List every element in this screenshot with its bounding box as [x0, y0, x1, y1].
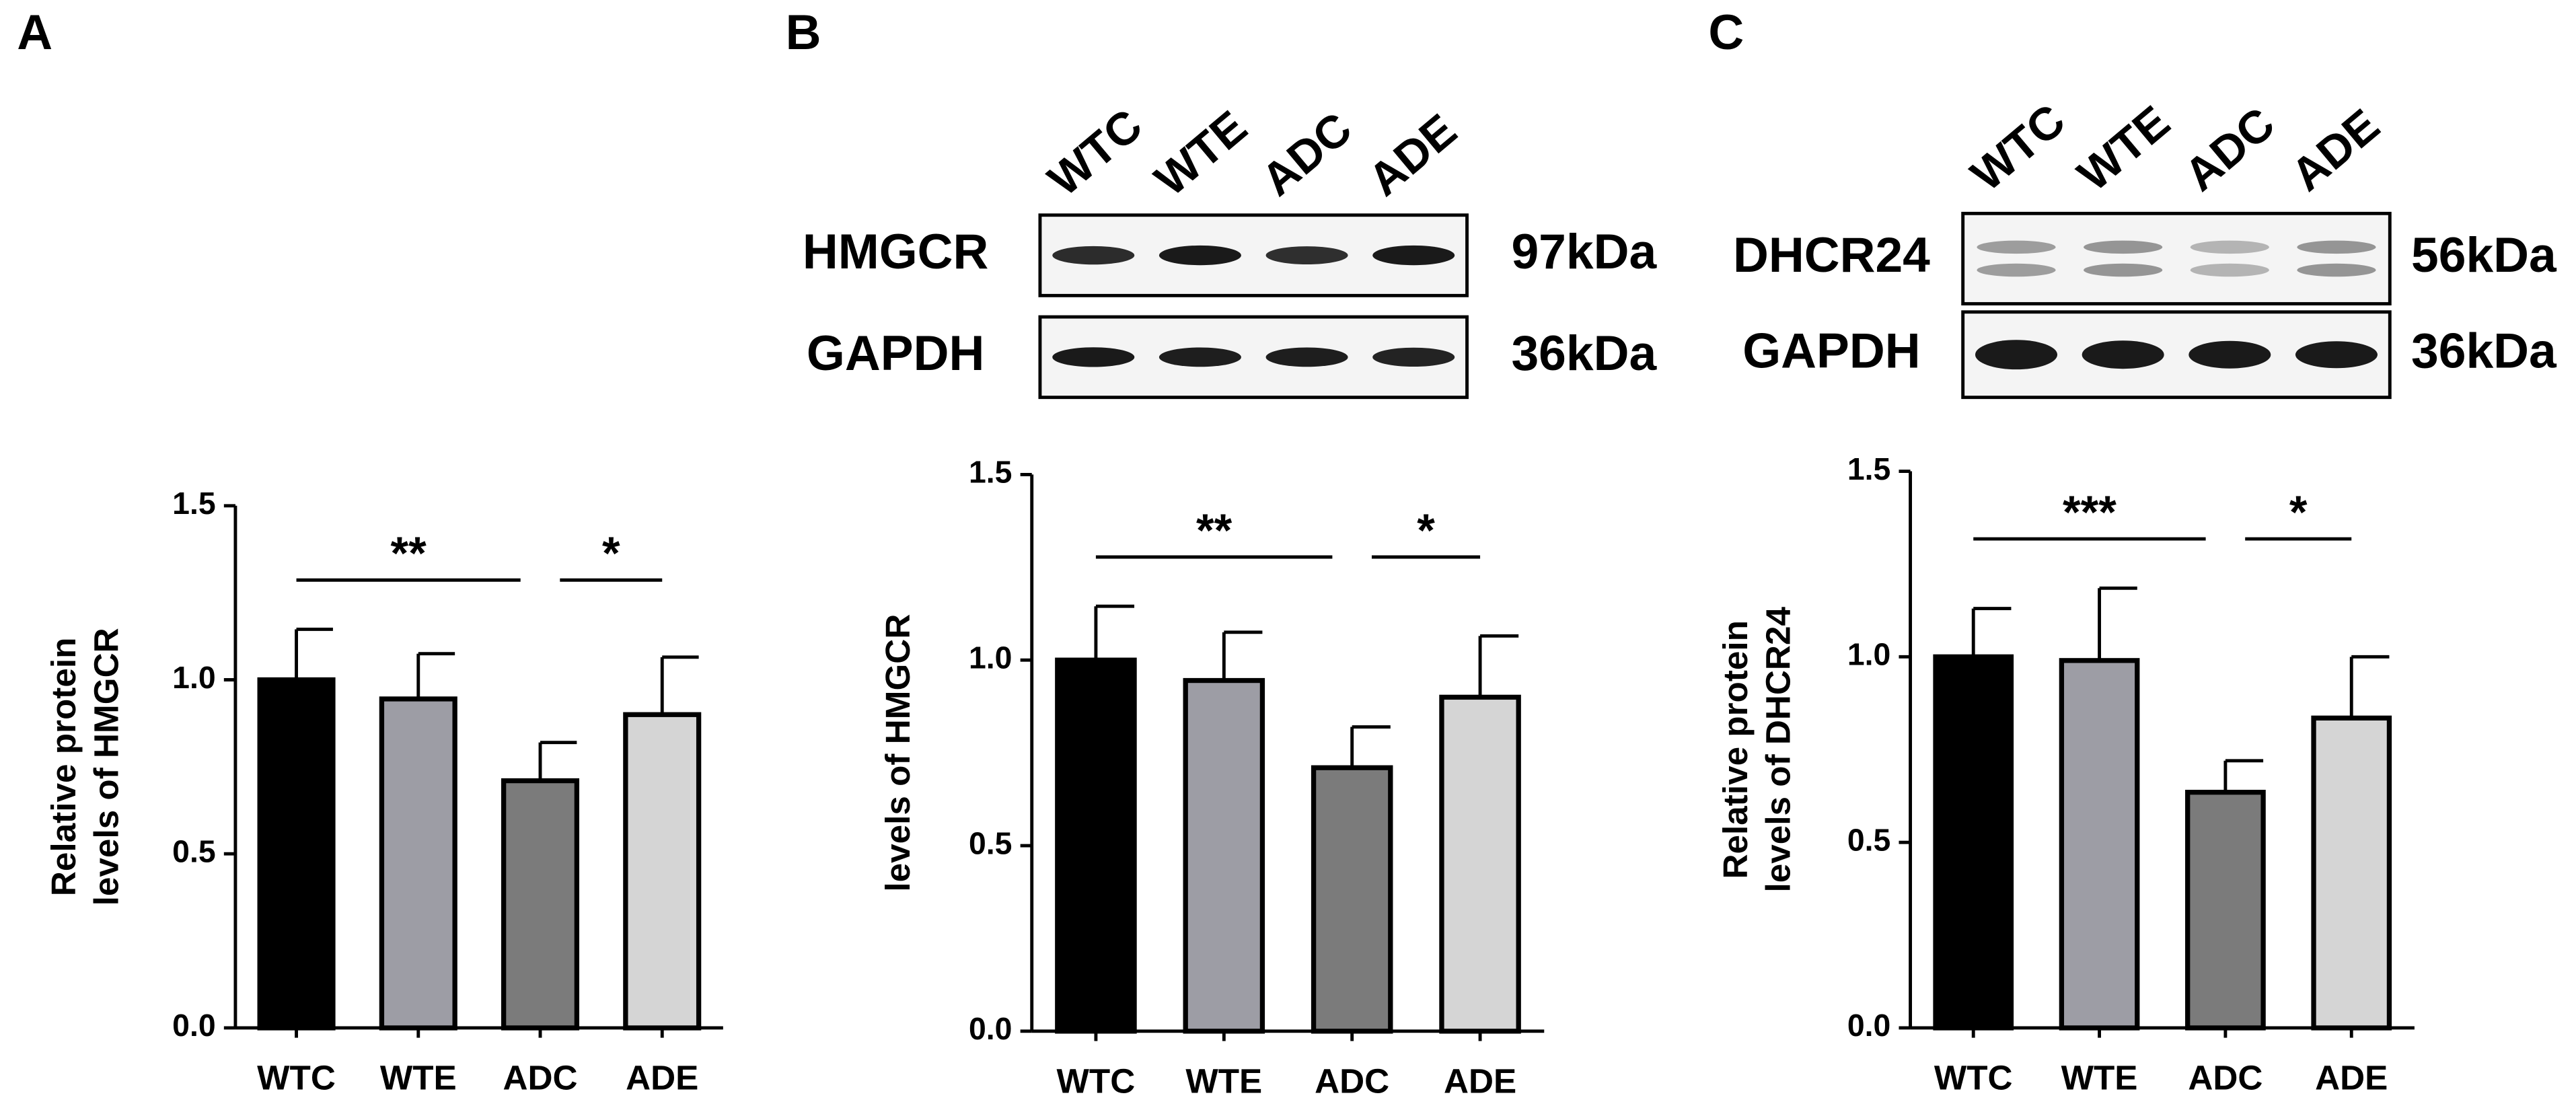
- panel-label: A: [17, 5, 52, 60]
- y-tick-label: 1.0: [1847, 637, 1890, 672]
- panel-label: B: [786, 5, 821, 60]
- bar: [1439, 694, 1521, 1034]
- significance-label: *: [602, 528, 620, 579]
- size-label: 36kDa: [1511, 326, 1657, 381]
- protein-label: DHCR24: [1733, 227, 1930, 283]
- y-tick-label: 0.0: [969, 1011, 1012, 1046]
- bar: [1055, 657, 1137, 1034]
- bar: [2185, 790, 2266, 1031]
- y-axis-label: Relative protein: [44, 638, 83, 896]
- size-label: 36kDa: [2411, 324, 2557, 379]
- protein-label: GAPDH: [1742, 324, 1920, 379]
- y-tick-label: 1.0: [172, 660, 215, 695]
- y-tick-label: 1.5: [969, 455, 1012, 490]
- bar: [1933, 654, 2014, 1031]
- blot-band: [2188, 340, 2271, 369]
- blot-band: [1372, 347, 1455, 367]
- bar: [501, 778, 580, 1031]
- blot-band: [1265, 347, 1348, 367]
- lane-label: ADC: [1252, 103, 1361, 206]
- x-tick-label: ADC: [503, 1059, 577, 1097]
- significance-label: *: [1417, 505, 1435, 556]
- bar: [1183, 677, 1265, 1034]
- blot-band: [1265, 246, 1348, 264]
- blot-band: [1975, 340, 2058, 370]
- x-tick-label: ADC: [1315, 1062, 1389, 1100]
- x-tick-label: WTE: [2061, 1059, 2138, 1097]
- lane-label: WTC: [1962, 94, 2075, 200]
- blot-band: [2190, 263, 2269, 277]
- bar: [2311, 715, 2392, 1031]
- blot-band: [1052, 347, 1135, 367]
- bar: [1311, 765, 1393, 1034]
- blot-band: [1052, 246, 1135, 265]
- y-axis-label: levels of DHCR24: [1759, 607, 1797, 893]
- lane-label: ADE: [1359, 104, 1466, 206]
- x-tick-label: WTC: [1934, 1059, 2013, 1097]
- bar: [2059, 658, 2140, 1031]
- x-tick-label: WTE: [1185, 1062, 1262, 1100]
- bar: [623, 712, 702, 1031]
- significance-label: **: [391, 528, 427, 579]
- y-tick-label: 1.5: [1847, 451, 1890, 486]
- lane-label: WTC: [1039, 100, 1152, 206]
- x-tick-label: WTC: [1057, 1062, 1136, 1100]
- size-label: 97kDa: [1511, 224, 1657, 279]
- x-tick-label: ADE: [626, 1059, 698, 1097]
- y-tick-label: 0.0: [1847, 1008, 1890, 1043]
- y-tick-label: 0.5: [172, 834, 215, 868]
- y-tick-label: 1.0: [969, 640, 1012, 675]
- size-label: 56kDa: [2411, 227, 2557, 283]
- lane-label: WTE: [2068, 96, 2179, 201]
- y-axis-label: levels of HMGCR: [879, 614, 917, 892]
- y-axis-label: levels of HMGCR: [87, 628, 126, 905]
- lane-label: ADE: [2282, 100, 2389, 201]
- blot-band: [2190, 240, 2269, 254]
- x-tick-label: WTC: [257, 1059, 336, 1097]
- blot-band: [1158, 347, 1241, 367]
- blot-band: [1977, 240, 2056, 254]
- protein-label: HMGCR: [803, 224, 989, 279]
- blot-band: [2295, 341, 2378, 369]
- y-axis-label: Relative protein: [1716, 620, 1755, 879]
- blot-band: [1372, 245, 1455, 266]
- x-tick-label: ADE: [2315, 1059, 2388, 1097]
- lane-label: WTE: [1146, 101, 1257, 206]
- y-tick-label: 1.5: [172, 486, 215, 521]
- blot-band: [1977, 263, 2056, 277]
- panel-label: C: [1708, 5, 1744, 60]
- y-tick-label: 0.5: [969, 825, 1012, 860]
- blot-frame: [1961, 211, 2392, 305]
- y-tick-label: 0.0: [172, 1008, 215, 1043]
- significance-label: ***: [2063, 487, 2117, 538]
- y-tick-label: 0.5: [1847, 822, 1890, 857]
- blot-band: [1158, 245, 1241, 266]
- lane-label: ADC: [2175, 98, 2284, 200]
- x-tick-label: ADE: [1444, 1062, 1516, 1100]
- blot-band: [2084, 263, 2163, 277]
- significance-label: **: [1196, 505, 1232, 556]
- blot-band: [2297, 240, 2376, 254]
- protein-label: GAPDH: [807, 326, 984, 381]
- x-tick-label: ADC: [2188, 1059, 2262, 1097]
- significance-label: *: [2289, 487, 2308, 538]
- bar: [257, 677, 336, 1031]
- bar: [379, 696, 457, 1031]
- x-tick-label: WTE: [380, 1059, 457, 1097]
- blot-band: [2082, 340, 2164, 369]
- blot-band: [2084, 240, 2163, 254]
- blot-band: [2297, 263, 2376, 277]
